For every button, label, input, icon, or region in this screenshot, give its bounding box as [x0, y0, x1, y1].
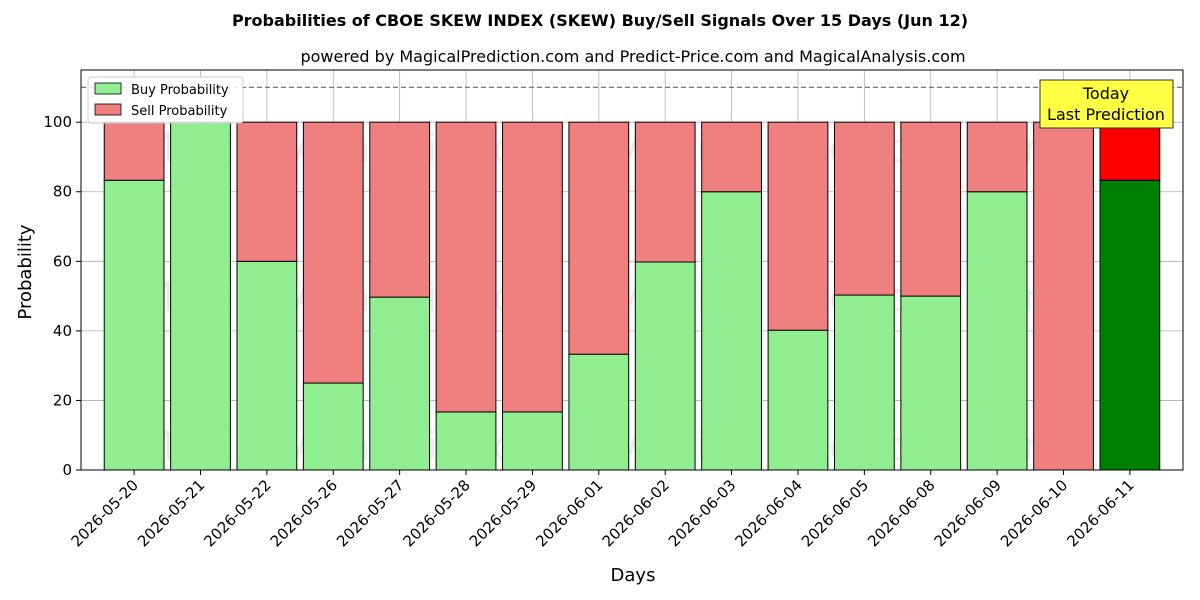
bar-sell: [900, 121, 962, 297]
y-tick-label: 100: [43, 113, 72, 131]
bar-buy: [502, 411, 563, 471]
x-tick-label: 2026-06-08: [864, 476, 938, 550]
y-tick-label: 80: [53, 183, 72, 201]
x-tick-label: 2026-05-20: [68, 476, 142, 550]
bar-buy: [170, 121, 231, 471]
y-tick-label: 40: [53, 322, 72, 340]
bar-sell: [767, 121, 829, 331]
bar-buy: [1099, 179, 1161, 471]
bar-buy: [568, 353, 630, 471]
bar-buy: [236, 260, 298, 471]
legend-label-sell: Sell Probability: [131, 104, 228, 119]
y-tick-label: 0: [62, 461, 72, 479]
bar-sell: [1099, 121, 1161, 181]
legend-swatch-buy: [94, 82, 122, 95]
bar-sell: [634, 121, 696, 263]
bar-sell: [568, 121, 630, 355]
chart-title: Probabilities of CBOE SKEW INDEX (SKEW) …: [232, 11, 968, 30]
bar-buy: [833, 294, 895, 471]
bar-buy: [302, 382, 364, 471]
legend-swatch-sell: [94, 103, 122, 116]
plot-frame: [80, 69, 1184, 471]
chart-subtitle: powered by MagicalPrediction.com and Pre…: [300, 47, 965, 66]
x-tick-label: 2026-06-05: [798, 476, 872, 550]
bar-sell: [966, 121, 1028, 193]
x-tick-label: 2026-05-21: [134, 476, 208, 550]
bar-buy: [900, 295, 962, 471]
x-tick-label: 2026-05-27: [333, 476, 407, 550]
today-annotation: Today Last Prediction: [1039, 79, 1174, 129]
annotation-line-today: Today: [1082, 84, 1129, 103]
annotation-line-last-prediction: Last Prediction: [1047, 105, 1165, 124]
bar-sell: [369, 121, 431, 298]
x-tick-label: 2026-06-03: [665, 476, 739, 550]
bar-sell: [833, 121, 895, 296]
x-tick-label: 2026-06-09: [931, 476, 1005, 550]
bar-sell: [302, 121, 364, 384]
bar-sell: [435, 121, 497, 413]
legend-box: [87, 76, 244, 124]
bar-sell: [236, 121, 298, 262]
bar-sell: [103, 121, 165, 181]
bar-buy: [701, 191, 762, 471]
x-tick-label: 2026-06-04: [731, 476, 805, 550]
legend: Buy Probability Sell Probability: [87, 76, 244, 124]
x-tick-label: 2026-05-28: [399, 476, 473, 550]
bar-sell: [701, 121, 762, 193]
y-tick-label: 60: [53, 252, 72, 270]
bar-buy: [369, 296, 431, 471]
bars-layer: [103, 121, 1161, 471]
y-tick-label: 20: [53, 391, 72, 409]
bar-sell: [502, 121, 563, 413]
x-tick-label: 2026-06-02: [599, 476, 673, 550]
x-tick-label: 2026-06-01: [532, 476, 606, 550]
x-tick-label: 2026-06-11: [1063, 476, 1137, 550]
x-tick-label: 2026-06-10: [997, 476, 1071, 550]
bar-buy: [103, 179, 165, 471]
bar-buy: [767, 329, 829, 471]
bar-sell: [1033, 121, 1094, 471]
x-tick-label: 2026-05-29: [466, 476, 540, 550]
y-axis-label: Probability: [15, 224, 36, 319]
x-axis-label: Days: [611, 565, 656, 586]
legend-label-buy: Buy Probability: [131, 83, 229, 98]
bar-buy: [966, 191, 1028, 471]
y-axis-ticks: 0 20 40 60 80 100: [43, 113, 81, 479]
bar-buy: [435, 411, 497, 471]
x-tick-label: 2026-05-22: [200, 476, 274, 550]
x-axis-ticks: 2026-05-202026-05-212026-05-222026-05-26…: [68, 470, 1138, 550]
today-annotation-box: [1039, 79, 1174, 129]
x-tick-label: 2026-05-26: [267, 476, 341, 550]
bar-buy: [634, 261, 696, 471]
